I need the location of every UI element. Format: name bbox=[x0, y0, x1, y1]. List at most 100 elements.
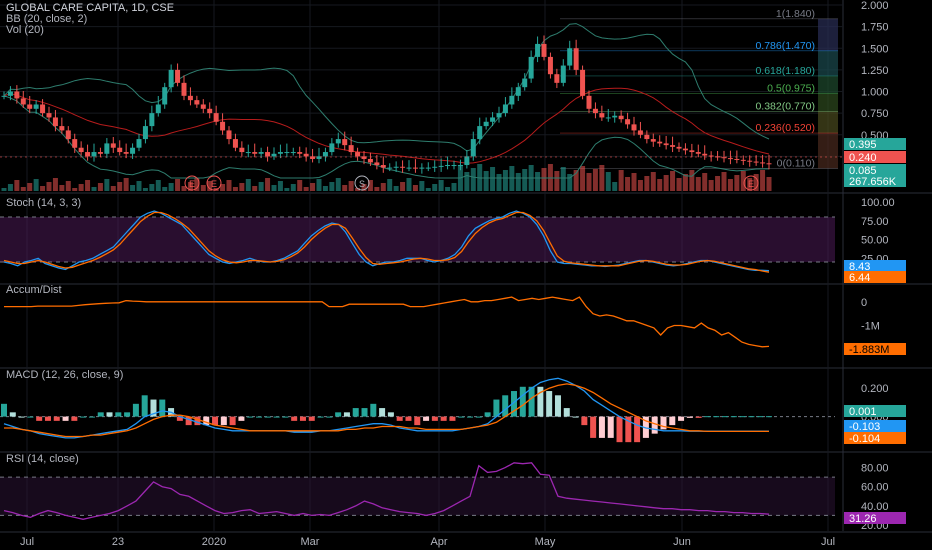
volume-bar bbox=[348, 181, 354, 191]
event-marker-label: E bbox=[748, 179, 754, 189]
candle-body bbox=[644, 134, 650, 140]
macd-histogram-bar bbox=[361, 408, 368, 417]
event-marker-label: S bbox=[359, 179, 365, 189]
volume-bar bbox=[277, 181, 283, 191]
macd-histogram-bar bbox=[141, 395, 148, 417]
macd-histogram-bar bbox=[1, 403, 7, 417]
macd-histogram-bar bbox=[722, 416, 729, 418]
volume-bar bbox=[200, 185, 206, 191]
candle-body bbox=[715, 156, 721, 158]
candle-body bbox=[65, 130, 71, 140]
candle-body bbox=[91, 152, 97, 157]
candle-body bbox=[509, 95, 515, 105]
price-tick-label: 0.750 bbox=[861, 108, 889, 120]
candle-body bbox=[721, 157, 727, 159]
volume-bar bbox=[284, 188, 290, 191]
macd-histogram-bar bbox=[572, 416, 579, 418]
accum-indicator-label[interactable]: Accum/Dist bbox=[6, 284, 62, 296]
volume-bar bbox=[637, 180, 643, 191]
candle-body bbox=[734, 158, 740, 160]
macd-hist-tag: 0.001 bbox=[849, 406, 877, 418]
volume-bar bbox=[226, 180, 232, 191]
macd-histogram-bar bbox=[150, 399, 157, 417]
candle-body bbox=[149, 113, 155, 127]
volume-bar bbox=[110, 186, 116, 191]
x-tick-label: Apr bbox=[430, 536, 447, 548]
candle-body bbox=[727, 158, 733, 160]
macd-histogram-bar bbox=[291, 416, 298, 421]
vol-indicator-label[interactable]: Vol (20) bbox=[6, 24, 44, 36]
volume-bar bbox=[149, 184, 155, 191]
candle-body bbox=[52, 117, 58, 127]
volume-bar bbox=[85, 180, 91, 191]
stoch-band bbox=[0, 217, 835, 262]
macd-histogram-bar bbox=[317, 416, 324, 418]
volume-bar bbox=[708, 180, 714, 191]
candle-body bbox=[271, 153, 277, 157]
volume-bar bbox=[605, 172, 611, 191]
volume-bar bbox=[322, 186, 328, 191]
candle-body bbox=[702, 153, 708, 156]
volume-bar bbox=[97, 183, 103, 191]
candle-body bbox=[496, 113, 502, 118]
event-marker-label: E bbox=[211, 179, 217, 189]
macd-histogram-bar bbox=[264, 416, 271, 418]
candle-body bbox=[200, 104, 206, 109]
price-tick-label: 1.250 bbox=[861, 65, 889, 77]
macd-histogram-bar bbox=[458, 416, 465, 418]
volume-bar bbox=[1, 188, 7, 191]
candle-body bbox=[605, 117, 611, 119]
macd-histogram-bar bbox=[414, 416, 421, 426]
volume-bar bbox=[297, 180, 303, 191]
macd-histogram-bar bbox=[229, 416, 236, 426]
candle-body bbox=[567, 48, 573, 66]
volume-bar bbox=[464, 172, 470, 191]
rsi-indicator-label[interactable]: RSI (14, close) bbox=[6, 453, 79, 465]
macd-indicator-label[interactable]: MACD (12, 26, close, 9) bbox=[6, 369, 124, 381]
candle-body bbox=[355, 152, 361, 157]
macd-signal-tag-bg bbox=[844, 432, 906, 444]
candle-body bbox=[284, 152, 290, 154]
volume-bar bbox=[586, 173, 592, 191]
volume-bar bbox=[592, 169, 598, 191]
candle-body bbox=[612, 115, 618, 118]
macd-histogram-bar bbox=[212, 416, 219, 426]
bb-indicator-label[interactable]: BB (20, close, 2) bbox=[6, 13, 88, 25]
candle-body bbox=[400, 166, 406, 168]
rsi-tick-label: 40.00 bbox=[861, 501, 889, 513]
volume-bar bbox=[490, 167, 496, 191]
candle-body bbox=[290, 152, 296, 154]
macd-histogram-bar bbox=[704, 416, 711, 418]
macd-histogram-bar bbox=[616, 416, 623, 443]
candle-body bbox=[515, 87, 521, 96]
stoch-indicator-label[interactable]: Stoch (14, 3, 3) bbox=[6, 197, 82, 209]
volume-bar bbox=[451, 183, 457, 191]
candle-body bbox=[554, 74, 560, 83]
macd-histogram-bar bbox=[739, 416, 746, 418]
candle-body bbox=[760, 162, 766, 164]
macd-histogram-bar bbox=[651, 416, 658, 434]
volume-bar bbox=[104, 179, 110, 191]
x-tick-label: 23 bbox=[112, 536, 124, 548]
volume-bar bbox=[682, 174, 688, 191]
volume-bar bbox=[753, 174, 759, 191]
candle-body bbox=[181, 82, 187, 96]
macd-histogram-bar bbox=[352, 408, 359, 417]
candle-body bbox=[477, 126, 483, 140]
volume-bar bbox=[367, 180, 373, 191]
candle-body bbox=[220, 121, 226, 131]
macd-histogram-bar bbox=[537, 386, 544, 417]
macd-histogram-bar bbox=[308, 416, 315, 421]
macd-histogram-bar bbox=[379, 408, 386, 417]
fib-label: 0.618(1.180) bbox=[755, 65, 815, 77]
candle-body bbox=[438, 165, 444, 167]
volume-bar bbox=[33, 179, 39, 191]
candle-body bbox=[303, 153, 309, 157]
candle-body bbox=[27, 104, 33, 109]
macd-histogram-bar bbox=[695, 416, 702, 418]
candle-body bbox=[72, 139, 78, 148]
candle-body bbox=[541, 43, 547, 57]
macd-histogram-bar bbox=[203, 416, 210, 426]
macd-histogram-bar bbox=[475, 416, 482, 418]
